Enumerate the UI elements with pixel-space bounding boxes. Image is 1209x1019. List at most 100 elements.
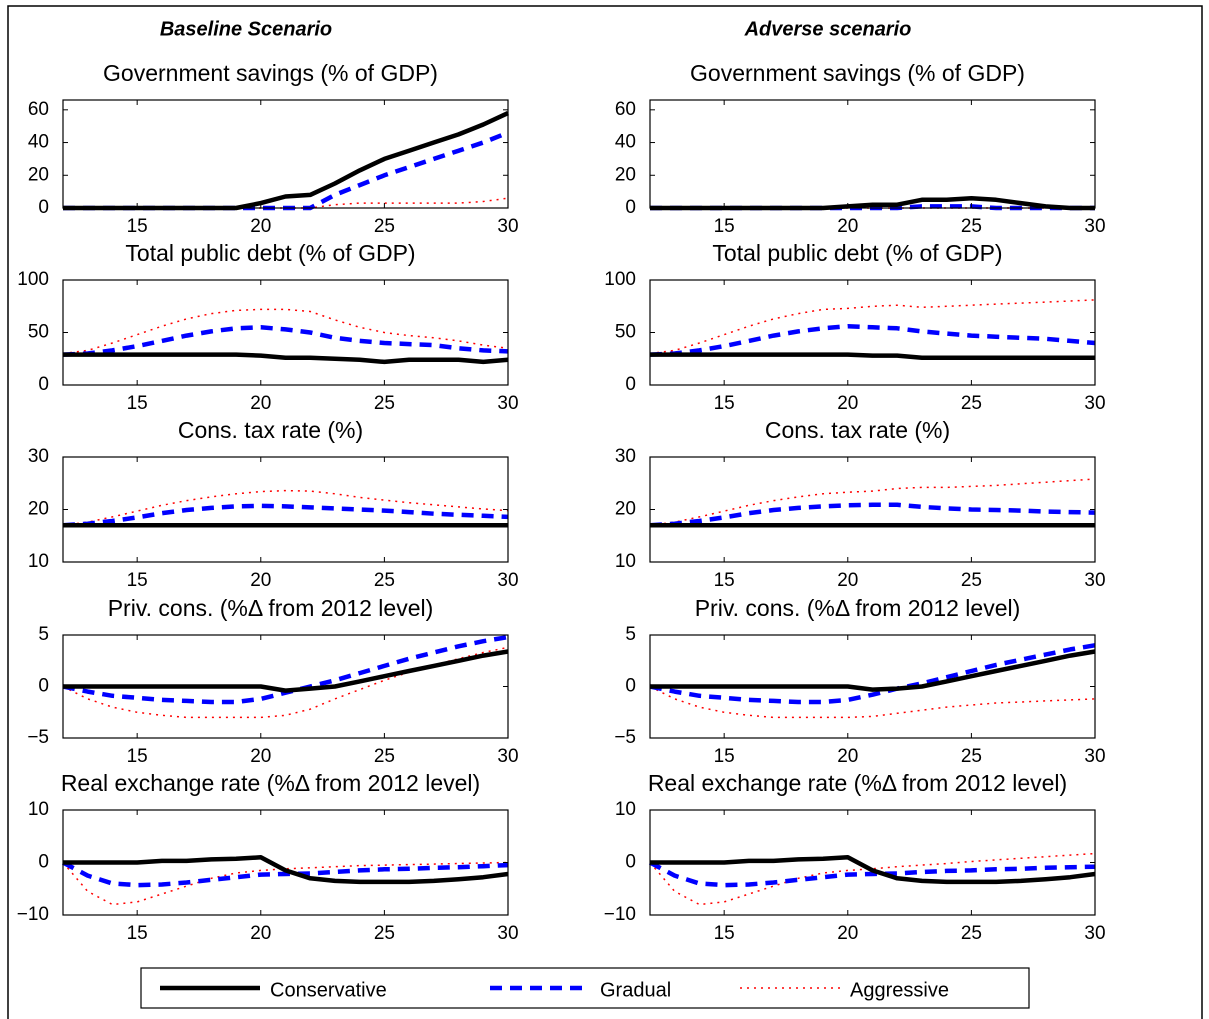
series-line: Conservative — [63, 111, 509, 211]
chart-title: Priv. cons. (%Δ from 2012 level) — [108, 595, 434, 621]
series-line: Aggressive — [62, 646, 509, 719]
chart-title: Total public debt (% of GDP) — [125, 240, 415, 266]
y-tick-label: 10 — [615, 551, 636, 572]
series-line: Gradual — [649, 643, 1096, 705]
series-line: Gradual — [61, 860, 509, 888]
x-tick-label: 30 — [1084, 746, 1105, 767]
y-tick-label: 100 — [17, 269, 49, 290]
y-tick-label: 5 — [38, 624, 49, 645]
column-title: Baseline Scenario — [160, 18, 332, 40]
legend-label: Conservative — [270, 979, 387, 1001]
x-tick-label: 25 — [374, 746, 395, 767]
y-tick-label: 50 — [615, 322, 636, 343]
x-tick-label: 20 — [250, 923, 271, 944]
y-tick-label: −10 — [604, 904, 636, 925]
x-tick-label: 30 — [497, 216, 518, 237]
x-tick-label: 15 — [127, 923, 148, 944]
series-line: Gradual — [649, 323, 1096, 357]
y-tick-label: 30 — [28, 446, 49, 467]
y-tick-label: 20 — [28, 499, 49, 520]
series-line: Conservative — [63, 855, 509, 885]
axes-box — [649, 99, 1096, 209]
x-tick-label: 25 — [961, 570, 982, 591]
y-tick-label: 40 — [615, 132, 636, 153]
y-tick-label: 0 — [38, 852, 49, 873]
legend-label: Gradual — [600, 979, 671, 1001]
chart-title: Government savings (% of GDP) — [103, 60, 438, 86]
series-line: Conservative — [650, 352, 1095, 360]
y-tick-label: 10 — [615, 799, 636, 820]
series-line: Conservative — [63, 649, 509, 693]
axes-box — [62, 456, 509, 563]
x-tick-label: 15 — [127, 393, 148, 414]
series-line: Gradual — [648, 860, 1096, 888]
series-line: Conservative — [650, 649, 1096, 692]
x-tick-label: 25 — [961, 216, 982, 237]
y-tick-label: 20 — [615, 164, 636, 185]
series-line: Conservative — [650, 195, 1095, 211]
x-tick-label: 20 — [837, 393, 858, 414]
x-tick-label: 15 — [714, 216, 735, 237]
series-line: Aggressive — [63, 197, 509, 209]
legend-label: Aggressive — [850, 979, 949, 1001]
x-tick-label: 15 — [714, 746, 735, 767]
x-tick-label: 15 — [714, 570, 735, 591]
y-tick-label: 0 — [625, 374, 636, 395]
x-tick-label: 30 — [497, 393, 518, 414]
x-tick-label: 30 — [1084, 393, 1105, 414]
y-tick-label: −10 — [17, 904, 49, 925]
x-tick-label: 30 — [497, 570, 518, 591]
y-tick-label: 60 — [615, 99, 636, 120]
x-tick-label: 30 — [497, 923, 518, 944]
y-tick-label: −5 — [614, 727, 636, 748]
y-tick-label: 20 — [615, 499, 636, 520]
axes-box — [62, 279, 509, 386]
x-tick-label: 25 — [961, 393, 982, 414]
y-tick-label: 0 — [38, 197, 49, 218]
legend-box — [140, 967, 1030, 1009]
x-tick-label: 20 — [837, 216, 858, 237]
x-tick-label: 30 — [1084, 216, 1105, 237]
x-tick-label: 20 — [250, 570, 271, 591]
x-tick-label: 25 — [961, 746, 982, 767]
y-tick-label: 0 — [625, 197, 636, 218]
series-line: Aggressive — [62, 489, 509, 527]
series-line: Gradual — [62, 325, 509, 357]
column-title: Adverse scenario — [744, 18, 912, 40]
y-tick-label: 0 — [625, 676, 636, 697]
x-tick-label: 20 — [837, 923, 858, 944]
series-line: Aggressive — [649, 478, 1096, 527]
y-tick-label: 0 — [38, 374, 49, 395]
axes-box — [649, 456, 1096, 563]
chart-title: Cons. tax rate (%) — [178, 417, 363, 443]
series-line: Aggressive — [62, 861, 509, 906]
series-line: Conservative — [63, 352, 509, 365]
chart-title: Total public debt (% of GDP) — [712, 240, 1002, 266]
x-tick-label: 25 — [961, 923, 982, 944]
axes-box — [62, 99, 509, 209]
x-tick-label: 15 — [127, 216, 148, 237]
x-tick-label: 20 — [250, 216, 271, 237]
y-tick-label: 50 — [28, 322, 49, 343]
y-tick-label: 30 — [615, 446, 636, 467]
y-tick-label: 0 — [625, 852, 636, 873]
y-tick-label: 100 — [604, 269, 636, 290]
y-tick-label: 40 — [28, 132, 49, 153]
y-tick-label: 0 — [38, 676, 49, 697]
chart-title: Priv. cons. (%Δ from 2012 level) — [695, 595, 1021, 621]
x-tick-label: 25 — [374, 216, 395, 237]
x-tick-label: 15 — [714, 923, 735, 944]
x-tick-label: 20 — [250, 393, 271, 414]
chart-title: Real exchange rate (%Δ from 2012 level) — [61, 770, 480, 796]
chart-title: Real exchange rate (%Δ from 2012 level) — [648, 770, 1067, 796]
x-tick-label: 25 — [374, 393, 395, 414]
y-tick-label: 60 — [28, 99, 49, 120]
series-line: Gradual — [62, 503, 509, 528]
chart-title: Cons. tax rate (%) — [765, 417, 950, 443]
x-tick-label: 15 — [127, 570, 148, 591]
axes-box — [649, 279, 1096, 386]
x-tick-label: 15 — [127, 746, 148, 767]
x-tick-label: 30 — [1084, 923, 1105, 944]
